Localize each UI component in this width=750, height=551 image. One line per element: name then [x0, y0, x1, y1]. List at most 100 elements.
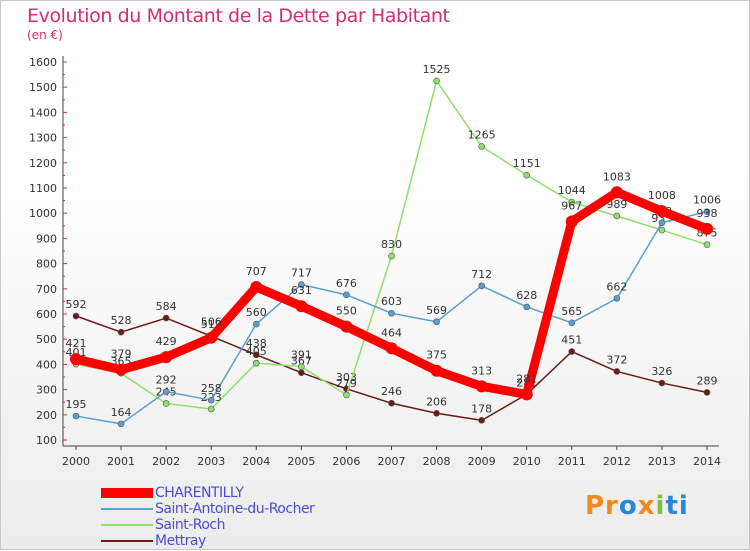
data-point-saint-antoine-du-rocher [343, 291, 350, 299]
data-label-mettray: 584 [156, 300, 177, 313]
data-point-saint-antoine-du-rocher [252, 320, 260, 328]
legend-swatch-charentilly [101, 488, 153, 498]
data-label-mettray: 178 [471, 402, 492, 415]
x-tick-label: 2013 [648, 455, 676, 468]
data-point-saint-antoine-du-rocher [207, 396, 215, 404]
data-label-saint-antoine-du-rocher: 676 [336, 277, 357, 290]
x-tick-label: 2003 [197, 455, 225, 468]
data-point-mettray [72, 312, 80, 320]
data-label-mettray: 451 [561, 334, 582, 347]
data-label-mettray: 438 [246, 337, 267, 350]
data-point-saint-roch [568, 198, 576, 206]
legend-swatch-saint-antoine [101, 508, 153, 510]
data-point-saint-roch [478, 143, 485, 150]
x-tick-label: 2012 [603, 455, 631, 468]
data-label-charentilly: 313 [471, 364, 492, 377]
data-point-saint-antoine-du-rocher [703, 208, 711, 215]
data-label-charentilly: 421 [66, 337, 87, 350]
data-label-charentilly: 707 [246, 265, 267, 278]
data-point-saint-antoine-du-rocher [568, 319, 576, 327]
data-label-saint-antoine-du-rocher: 569 [426, 304, 447, 317]
data-point-saint-antoine-du-rocher [658, 219, 666, 227]
data-point-mettray [568, 348, 576, 355]
data-label-mettray: 372 [606, 353, 627, 366]
data-point-saint-antoine-du-rocher [162, 388, 170, 395]
data-point-mettray [252, 351, 260, 359]
data-point-mettray [162, 314, 170, 322]
y-tick-label: 300 [36, 384, 57, 397]
legend-label: Mettray [155, 533, 206, 549]
x-tick-label: 2001 [107, 455, 135, 468]
x-tick-label: 2000 [62, 455, 90, 468]
x-tick-label: 2007 [378, 455, 406, 468]
data-point-charentilly [340, 320, 353, 333]
data-label-mettray: 246 [381, 385, 402, 398]
data-point-saint-roch [658, 226, 666, 234]
data-point-mettray [478, 417, 485, 424]
data-point-saint-antoine-du-rocher [478, 282, 485, 290]
data-label-saint-roch: 391 [291, 349, 312, 362]
data-label-saint-roch: 1151 [513, 157, 541, 170]
data-point-charentilly [430, 364, 443, 377]
data-label-mettray: 592 [66, 298, 87, 311]
data-label-saint-antoine-du-rocher: 292 [156, 374, 177, 387]
data-label-saint-antoine-du-rocher: 717 [291, 267, 312, 280]
x-tick-label: 2002 [152, 455, 180, 468]
data-label-saint-roch: 830 [381, 238, 402, 251]
data-label-charentilly: 379 [111, 348, 132, 361]
y-tick-label: 1600 [29, 56, 57, 69]
data-label-saint-antoine-du-rocher: 628 [516, 289, 537, 302]
x-tick-label: 2004 [242, 455, 270, 468]
x-tick-label: 2008 [423, 455, 451, 468]
legend-label: CHARENTILLY [155, 485, 244, 501]
data-label-saint-roch: 1265 [468, 128, 496, 141]
data-point-charentilly [160, 351, 173, 364]
data-label-mettray: 206 [426, 395, 447, 408]
data-label-saint-roch: 1044 [558, 184, 586, 197]
data-label-charentilly: 550 [336, 305, 357, 318]
data-label-mettray: 289 [697, 374, 718, 387]
chart-subtitle: (en €) [27, 28, 63, 42]
legend-label: Saint-Roch [155, 517, 226, 533]
data-label-charentilly: 1008 [648, 189, 676, 202]
x-tick-label: 2011 [558, 455, 586, 468]
data-label-saint-antoine-du-rocher: 712 [471, 268, 492, 281]
data-point-mettray [703, 389, 711, 396]
data-point-saint-antoine-du-rocher [613, 295, 621, 302]
y-tick-label: 900 [36, 232, 57, 245]
data-point-mettray [388, 399, 395, 407]
data-label-charentilly: 506 [201, 316, 222, 329]
data-label-saint-antoine-du-rocher: 565 [561, 305, 582, 318]
data-point-saint-roch [343, 391, 350, 399]
legend-label: Saint-Antoine-du-Rocher [155, 501, 315, 517]
data-label-mettray: 326 [651, 365, 672, 378]
y-tick-label: 600 [36, 308, 57, 321]
data-label-saint-antoine-du-rocher: 258 [201, 382, 222, 395]
data-point-charentilly [205, 331, 218, 344]
data-label-saint-antoine-du-rocher: 603 [381, 295, 402, 308]
data-label-charentilly: 464 [381, 326, 402, 339]
data-label-saint-antoine-du-rocher: 164 [111, 406, 132, 419]
data-label-charentilly: 281 [516, 372, 537, 385]
data-point-charentilly [565, 215, 578, 228]
data-label-saint-roch: 989 [606, 198, 627, 211]
data-point-charentilly [250, 281, 263, 294]
y-tick-label: 500 [36, 333, 57, 346]
x-tick-label: 2006 [332, 455, 360, 468]
data-point-mettray [117, 328, 125, 336]
data-point-saint-roch [207, 405, 215, 413]
data-label-saint-roch: 405 [246, 345, 267, 358]
data-point-charentilly [701, 222, 713, 235]
data-label-saint-roch: 279 [336, 377, 357, 390]
y-tick-label: 1400 [29, 106, 57, 119]
data-point-saint-roch [523, 171, 531, 179]
data-point-charentilly [295, 300, 308, 313]
data-label-mettray: 367 [291, 355, 312, 368]
data-label-charentilly: 1083 [603, 170, 631, 183]
data-point-charentilly [655, 205, 668, 218]
data-label-saint-antoine-du-rocher: 662 [606, 280, 627, 293]
data-point-mettray [613, 368, 621, 375]
y-tick-label: 100 [36, 434, 57, 447]
